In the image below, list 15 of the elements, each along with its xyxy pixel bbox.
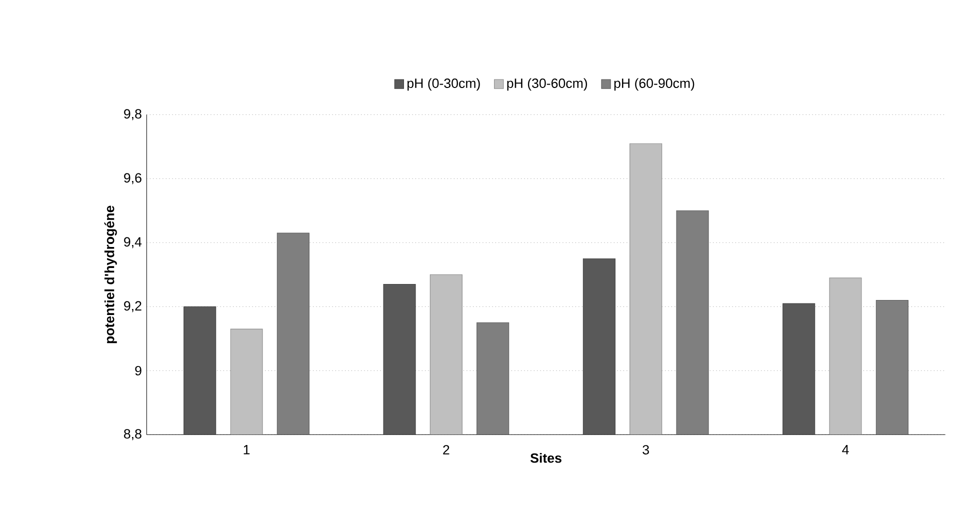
x-tick-label: 4	[842, 445, 849, 454]
x-tick-label: 1	[244, 445, 250, 454]
legend-label: pH (0-30cm)	[407, 78, 480, 91]
y-tick-label: 8,8	[124, 429, 142, 440]
y-tick-label: 9,2	[124, 301, 142, 312]
y-tick-label: 9,4	[124, 237, 142, 248]
y-axis-title: potentiel d'hydrogéne	[104, 206, 117, 344]
y-tick-label: 9	[135, 366, 142, 376]
legend-label: pH (30-60cm)	[507, 78, 588, 91]
y-tick-label: 9,6	[124, 173, 142, 184]
legend-label: pH (60-90cm)	[614, 78, 694, 91]
x-axis-title: Sites	[530, 452, 562, 463]
x-tick-label: 2	[443, 445, 450, 454]
x-tick-label: 3	[642, 445, 649, 454]
y-tick-label: 9,8	[124, 109, 142, 120]
